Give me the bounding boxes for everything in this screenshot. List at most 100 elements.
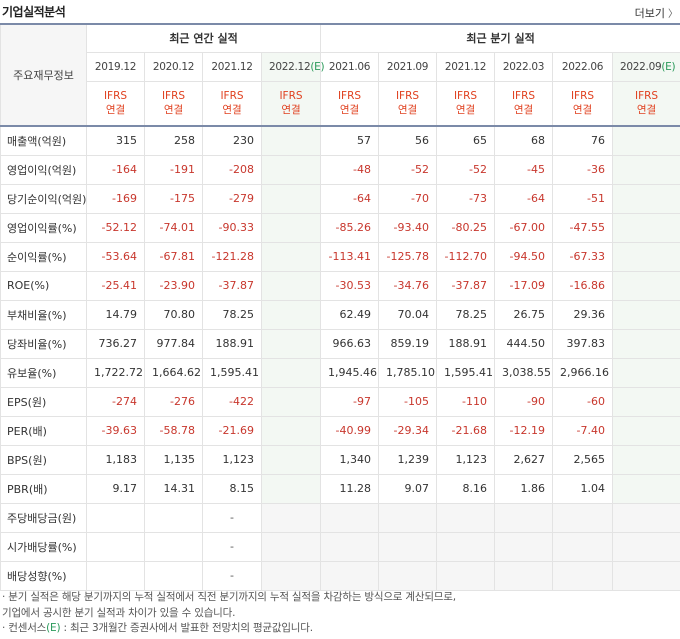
value-cell: 29.36 [552, 299, 614, 330]
value-cell: 397.83 [552, 328, 614, 359]
value-cell: 2,565 [552, 444, 614, 475]
value-cell: -36 [552, 154, 614, 185]
value-cell [260, 531, 322, 562]
value-cell [552, 531, 614, 562]
value-cell [612, 415, 680, 446]
value-cell [612, 125, 680, 156]
value-cell [260, 154, 322, 185]
value-cell: -48 [320, 154, 380, 185]
value-cell [612, 502, 680, 533]
ifrs-label: IFRS 연결 [378, 80, 438, 127]
value-cell [260, 560, 322, 591]
table-row: EPS(원) -274 -276 -422 -97 -105 -110 -90 -60 [0, 386, 680, 417]
table-row: 유보율(%) 1,722.72 1,664.62 1,595.41 1,945.46 1,… [0, 357, 680, 388]
value-cell: 1,183 [86, 444, 145, 475]
value-cell: 859.19 [378, 328, 438, 359]
value-cell: -90.33 [202, 212, 262, 243]
value-cell: -110 [436, 386, 496, 417]
value-cell [612, 299, 680, 330]
row-label: PER(배) [0, 415, 87, 446]
value-cell: -67.33 [552, 241, 614, 272]
value-cell: 315 [86, 125, 145, 156]
group-quarterly: 최근 분기 실적 [320, 23, 680, 53]
value-cell: 8.16 [436, 473, 496, 504]
ifrs-consolidated: 연결 [339, 104, 360, 117]
value-cell: -67.81 [144, 241, 203, 272]
ifrs-label: IFRS 연결 [612, 80, 680, 127]
value-cell: -12.19 [494, 415, 554, 446]
value-cell: 11.28 [320, 473, 380, 504]
value-cell [144, 502, 203, 533]
value-cell: 78.25 [202, 299, 262, 330]
value-cell: -64 [320, 183, 380, 214]
ifrs-standard: IFRS [453, 90, 478, 103]
period-header: 2021.12 [202, 51, 262, 82]
more-link[interactable]: 더보기 〉 [635, 5, 678, 21]
value-cell: -29.34 [378, 415, 438, 446]
value-cell: 1,340 [320, 444, 380, 475]
value-cell: -121.28 [202, 241, 262, 272]
ifrs-label: IFRS 연결 [202, 80, 262, 127]
period-label: 2022.03 [502, 60, 545, 73]
value-cell [260, 357, 322, 388]
value-cell [612, 444, 680, 475]
table-row: 영업이익(억원) -164 -191 -208 -48 -52 -52 -45 -36 [0, 154, 680, 185]
value-cell: -276 [144, 386, 203, 417]
ifrs-consolidated: 연결 [222, 104, 242, 117]
header-period-row: 2019.12 2020.12 2021.12 2022.12(E) 2021.06 20… [1, 51, 680, 82]
financial-table: 주요재무정보 최근 연간 실적 최근 분기 실적 2019.12 2020.12 2021… [0, 23, 680, 591]
value-cell: -274 [86, 386, 145, 417]
ifrs-standard: IFRS [395, 90, 420, 103]
value-cell: 26.75 [494, 299, 554, 330]
value-cell: -67.00 [494, 212, 554, 243]
row-label: 매출액(억원) [0, 125, 87, 156]
value-cell [612, 241, 680, 272]
value-cell [378, 502, 438, 533]
value-cell [612, 531, 680, 562]
row-label: 유보율(%) [0, 357, 87, 388]
value-cell [144, 560, 203, 591]
value-cell: 188.91 [436, 328, 496, 359]
value-cell [260, 502, 322, 533]
value-cell: -58.78 [144, 415, 203, 446]
value-cell [494, 560, 554, 591]
ifrs-consolidated: 연결 [105, 104, 126, 117]
ifrs-standard: IFRS [634, 90, 659, 103]
value-cell: -113.41 [320, 241, 380, 272]
ifrs-label: IFRS 연결 [86, 80, 145, 127]
value-cell [612, 183, 680, 214]
row-label: 주당배당금(원) [0, 502, 87, 533]
value-cell: 62.49 [320, 299, 380, 330]
ifrs-standard: IFRS [570, 90, 595, 103]
value-cell: -52.12 [86, 212, 145, 243]
estimate-mark: (E) [310, 60, 325, 73]
value-cell: -164 [86, 154, 145, 185]
ifrs-label: IFRS 연결 [494, 80, 554, 127]
value-cell: 2,627 [494, 444, 554, 475]
value-cell: -125.78 [378, 241, 438, 272]
period-label: 2020.12 [152, 60, 195, 73]
header-group-row: 주요재무정보 최근 연간 실적 최근 분기 실적 [0, 23, 680, 127]
footnote-3-prefix: · 컨센서스 [2, 622, 47, 634]
period-header: 2021.06 [320, 51, 380, 82]
value-cell [494, 531, 554, 562]
value-cell: 230 [202, 125, 262, 156]
value-cell: -208 [202, 154, 262, 185]
value-cell: -21.68 [436, 415, 496, 446]
value-cell: -94.50 [494, 241, 554, 272]
value-cell [612, 270, 680, 301]
value-cell [320, 502, 380, 533]
value-cell [612, 560, 680, 591]
value-cell: -52 [436, 154, 496, 185]
value-cell [260, 299, 322, 330]
value-cell: -105 [378, 386, 438, 417]
table-row: 시가배당률(%) - [0, 531, 680, 562]
value-cell: -112.70 [436, 241, 496, 272]
ifrs-standard: IFRS [511, 90, 536, 103]
value-cell [552, 502, 614, 533]
value-cell: 14.31 [144, 473, 203, 504]
row-label: 시가배당률(%) [0, 531, 87, 562]
ifrs-standard: IFRS [103, 90, 128, 103]
ifrs-consolidated: 연결 [397, 104, 418, 117]
value-cell: -37.87 [202, 270, 262, 301]
